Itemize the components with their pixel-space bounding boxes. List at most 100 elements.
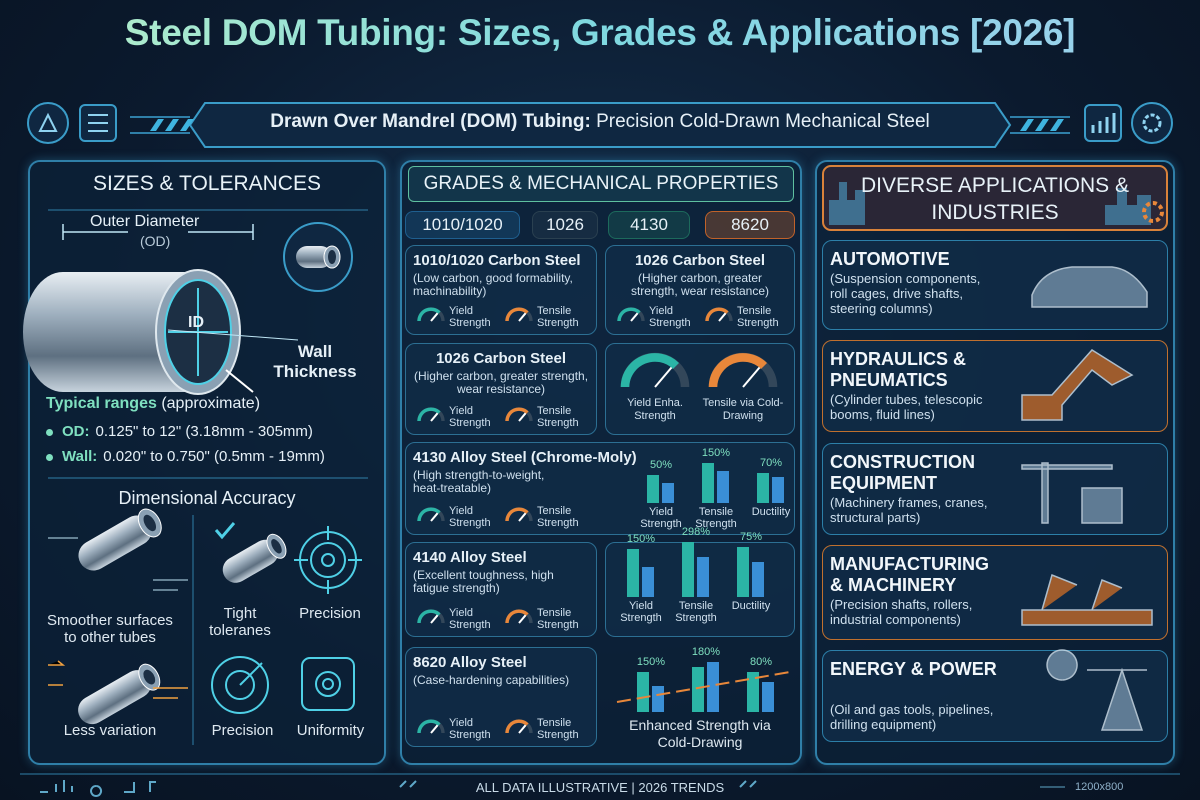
gauge-arc — [505, 507, 529, 522]
application-icon — [1046, 649, 1147, 731]
gauge — [417, 307, 445, 322]
chart-value-label: 298% — [681, 526, 711, 538]
application-desc: (Suspension components, roll cages, driv… — [830, 271, 981, 316]
ranges-title: Typical ranges — [46, 395, 157, 412]
gauge-label: Yield Strength — [649, 305, 691, 329]
range-row: Wall: 0.020" to 0.750" (0.5mm - 19mm) — [46, 448, 325, 465]
chart-bar — [652, 686, 664, 712]
gauge-label: Tensile Strength — [537, 405, 579, 429]
gauge-arc — [620, 353, 679, 388]
chart-bar — [747, 672, 759, 712]
chart-bar — [637, 672, 649, 712]
gauge-large — [708, 352, 778, 388]
gauge-arc — [417, 407, 441, 422]
card-title: 8620 Alloy Steel — [413, 654, 527, 671]
grade-card — [405, 343, 597, 435]
gauge-arc — [617, 307, 641, 322]
chart-bar — [692, 667, 704, 712]
ranges-list: OD: 0.125" to 12" (3.18mm - 305mm) Wall: 0.… — [46, 423, 325, 473]
card-desc: (Low carbon, good formability, machinabi… — [413, 271, 573, 298]
chart-bar — [717, 471, 729, 503]
card-desc: (Higher carbon, greater strength, wear r… — [413, 369, 589, 396]
grade-tab[interactable]: 1026 — [532, 211, 598, 239]
card-title: 1026 Carbon Steel — [435, 350, 567, 367]
gauge-label: Yield Strength — [449, 607, 491, 631]
application-icon — [1021, 462, 1123, 524]
gauge-needle — [518, 312, 527, 322]
chart-category: Yield Strength — [640, 506, 682, 530]
gauge-needle — [430, 614, 439, 624]
chart-bar — [697, 557, 709, 597]
range-label: Wall: — [62, 448, 98, 465]
card-desc: (Case-hardening capabilities) — [413, 673, 570, 687]
sizes-heading: SIZES & TOLERANCES — [93, 172, 321, 195]
grades-heading: GRADES & MECHANICAL PROPERTIES — [423, 173, 779, 194]
bullet-dot — [46, 428, 53, 436]
footer-size: 1200x800 — [1075, 781, 1124, 793]
gauge-large — [620, 352, 690, 388]
id-label: ID — [188, 314, 204, 331]
grade-card — [605, 245, 795, 335]
gauge-label: Yield Strength — [449, 717, 491, 741]
gauge-arc — [708, 353, 767, 388]
od-label: Outer Diameter — [90, 213, 200, 230]
chart-value-label: 150% — [626, 533, 656, 545]
gauge — [505, 719, 533, 734]
application-title: HYDRAULICS & PNEUMATICS — [830, 349, 967, 390]
grade-card — [405, 542, 597, 637]
application-title: MANUFACTURING & MACHINERY — [830, 554, 989, 595]
gauge-label: Tensile Strength — [737, 305, 779, 329]
gauge-arc — [505, 609, 529, 624]
gauge-arc — [417, 507, 441, 522]
grades-heading-box — [408, 166, 794, 202]
tube-illustration — [23, 209, 368, 745]
application-art — [1031, 266, 1148, 308]
grade-tab[interactable]: 8620 — [705, 211, 795, 239]
grade-tab[interactable]: 1010/1020 — [405, 211, 520, 239]
chart-value-label: 80% — [749, 656, 773, 668]
grade-card — [405, 442, 795, 535]
card-desc: (High strength-to-weight, heat-treatable… — [413, 468, 545, 495]
ranges-note: (approximate) — [161, 395, 261, 412]
chart-bar — [737, 547, 749, 597]
accuracy-heading: Dimensional Accuracy — [118, 488, 296, 508]
application-desc: (Precision shafts, rollers, industrial c… — [830, 597, 973, 627]
mini-chart — [616, 662, 791, 712]
applications-header-art — [822, 165, 1168, 231]
gauge-label: Yield Strength — [449, 305, 491, 329]
chart-bar — [627, 549, 639, 597]
gauge — [505, 307, 533, 322]
gauge — [417, 719, 445, 734]
range-text: 0.020" to 0.750" (0.5mm - 19mm) — [103, 448, 325, 465]
gauge-label: Yield Strength — [449, 405, 491, 429]
chart-value-label: 70% — [759, 457, 783, 469]
application-desc: (Oil and gas tools, pipelines, drilling … — [830, 702, 994, 732]
chart-value-label: 75% — [739, 531, 763, 543]
footer-frame — [20, 773, 1180, 797]
range-row: OD: 0.125" to 12" (3.18mm - 305mm) — [46, 423, 325, 440]
gauge — [417, 407, 445, 422]
gauge — [705, 307, 733, 322]
chart-bar — [752, 562, 764, 597]
chart-value-label: 50% — [649, 459, 673, 471]
grade-tab[interactable]: 4130 — [608, 211, 690, 239]
chart-bar — [642, 567, 654, 597]
gauge — [617, 307, 645, 322]
footer-note: ALL DATA ILLUSTRATIVE | 2026 TRENDS — [475, 780, 725, 795]
grade-card — [405, 647, 597, 747]
gauge-needle — [654, 366, 673, 388]
accuracy-caption: Precision — [211, 722, 274, 739]
gauge-label: Tensile Strength — [537, 305, 579, 329]
gauge-needle — [518, 412, 527, 422]
gauge-arc — [505, 307, 529, 322]
chart-category: Ductility — [731, 600, 771, 612]
accuracy-caption: Less variation — [63, 722, 157, 739]
accuracy-caption: Precision — [299, 605, 361, 622]
gauge-needle — [630, 312, 639, 322]
chart-category: Ductility — [751, 506, 791, 518]
ranges-heading: Typical ranges (approximate) — [46, 395, 260, 413]
application-title: ENERGY & POWER — [830, 659, 997, 679]
chart-value-label: 150% — [701, 447, 731, 459]
card-title: 4140 Alloy Steel — [413, 549, 527, 566]
